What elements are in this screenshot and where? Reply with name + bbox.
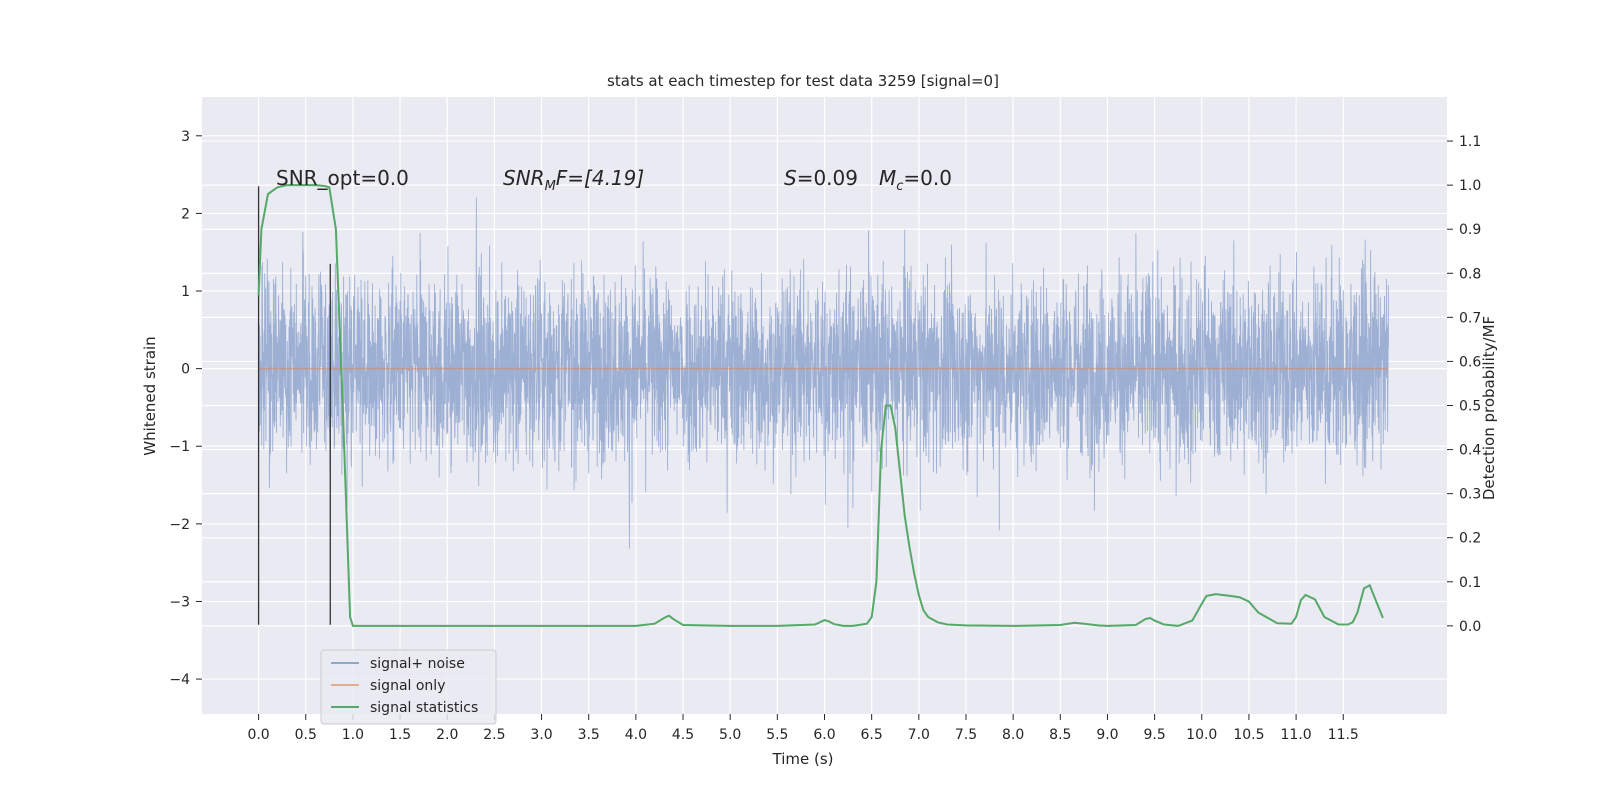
y-right-tick-label: 0.1 bbox=[1459, 575, 1481, 591]
x-tick-label: 1.5 bbox=[389, 727, 411, 743]
x-tick-label: 5.5 bbox=[766, 727, 788, 743]
series-signal-statistics bbox=[257, 184, 1384, 627]
y-right-tick-label: 0.8 bbox=[1459, 266, 1481, 282]
mc-symbol: M bbox=[879, 166, 896, 190]
s-value: =0.09 bbox=[797, 166, 858, 190]
snr-mf-value: F=[4.19] bbox=[556, 166, 644, 190]
x-tick-label: 7.5 bbox=[955, 727, 977, 743]
x-tick-label: 10.0 bbox=[1186, 727, 1217, 743]
x-tick-label: 2.5 bbox=[483, 727, 505, 743]
y-right-tick-label: 0.7 bbox=[1459, 310, 1481, 326]
chart-title: stats at each timestep for test data 325… bbox=[607, 72, 999, 90]
series-signal-noise bbox=[258, 197, 1389, 549]
x-tick-label: 9.0 bbox=[1096, 727, 1118, 743]
y-right-tick-label: 0.9 bbox=[1459, 222, 1481, 238]
x-tick-label: 9.5 bbox=[1143, 727, 1165, 743]
legend-label-statistics: signal statistics bbox=[370, 700, 478, 716]
x-tick-label: 7.0 bbox=[908, 727, 930, 743]
mc-subscript: c bbox=[896, 179, 903, 194]
y-axis-right-label: Detection probability/MF bbox=[1480, 316, 1498, 500]
y-tick-label: −2 bbox=[169, 517, 190, 533]
x-tick-label: 8.5 bbox=[1049, 727, 1071, 743]
snr-mf-subscript: M bbox=[545, 179, 556, 194]
x-tick-label: 11.0 bbox=[1281, 727, 1312, 743]
y-tick-label: 0 bbox=[181, 362, 190, 378]
y-right-tick-label: 0.6 bbox=[1459, 354, 1481, 370]
s-annotation: S=0.09 bbox=[784, 166, 858, 190]
x-tick-label: 4.0 bbox=[625, 727, 647, 743]
y-right-tick-label: 1.1 bbox=[1459, 134, 1481, 150]
legend-label-noise: signal+ noise bbox=[370, 656, 465, 672]
y-right-tick-label: 0.4 bbox=[1459, 443, 1481, 459]
x-tick-label: 5.0 bbox=[719, 727, 741, 743]
y-tick-label: 1 bbox=[181, 284, 190, 300]
x-tick-label: 1.0 bbox=[342, 727, 364, 743]
legend-box bbox=[320, 649, 497, 725]
mc-value: =0.0 bbox=[903, 166, 952, 190]
x-tick-label: 0.0 bbox=[247, 727, 269, 743]
snr-mf-annotation: SNRMF=[4.19] bbox=[503, 166, 644, 194]
y-tick-label: −1 bbox=[169, 439, 190, 455]
x-tick-label: 3.5 bbox=[578, 727, 600, 743]
y-tick-label: 2 bbox=[181, 206, 190, 222]
legend-label-signal-only: signal only bbox=[370, 678, 445, 694]
y-tick-label: −3 bbox=[169, 594, 190, 610]
y-right-tick-label: 0.2 bbox=[1459, 531, 1481, 547]
y-right-tick-label: 0.5 bbox=[1459, 399, 1481, 415]
x-tick-label: 2.0 bbox=[436, 727, 458, 743]
y-right-tick-label: 0.0 bbox=[1459, 619, 1481, 635]
snr-opt-annotation: SNR_opt=0.0 bbox=[276, 166, 409, 190]
y-right-tick-label: 1.0 bbox=[1459, 178, 1481, 194]
x-tick-label: 3.0 bbox=[530, 727, 552, 743]
snr-mf-symbol: SNR bbox=[503, 166, 545, 190]
mc-annotation: Mc=0.0 bbox=[879, 166, 952, 194]
x-tick-label: 10.5 bbox=[1233, 727, 1264, 743]
s-symbol: S bbox=[784, 166, 797, 190]
legend: signal+ noise signal only signal statist… bbox=[320, 649, 497, 725]
x-tick-label: 8.0 bbox=[1002, 727, 1024, 743]
tick-labels: 0.0 0.5 1.0 1.5 2.0 2.5 3.0 3.5 4.0 4.5 5.0 5.5 6.0 6… bbox=[169, 129, 1481, 743]
y-tick-label: −4 bbox=[169, 672, 190, 688]
x-tick-label: 11.5 bbox=[1328, 727, 1359, 743]
x-tick-label: 0.5 bbox=[295, 727, 317, 743]
x-tick-label: 4.5 bbox=[672, 727, 694, 743]
y-tick-label: 3 bbox=[181, 129, 190, 145]
y-axis-label: Whitened strain bbox=[141, 336, 159, 455]
y-right-tick-label: 0.3 bbox=[1459, 487, 1481, 503]
x-tick-label: 6.5 bbox=[861, 727, 883, 743]
x-tick-label: 6.0 bbox=[813, 727, 835, 743]
plot-area bbox=[202, 97, 1447, 714]
x-axis-label: Time (s) bbox=[772, 750, 834, 768]
